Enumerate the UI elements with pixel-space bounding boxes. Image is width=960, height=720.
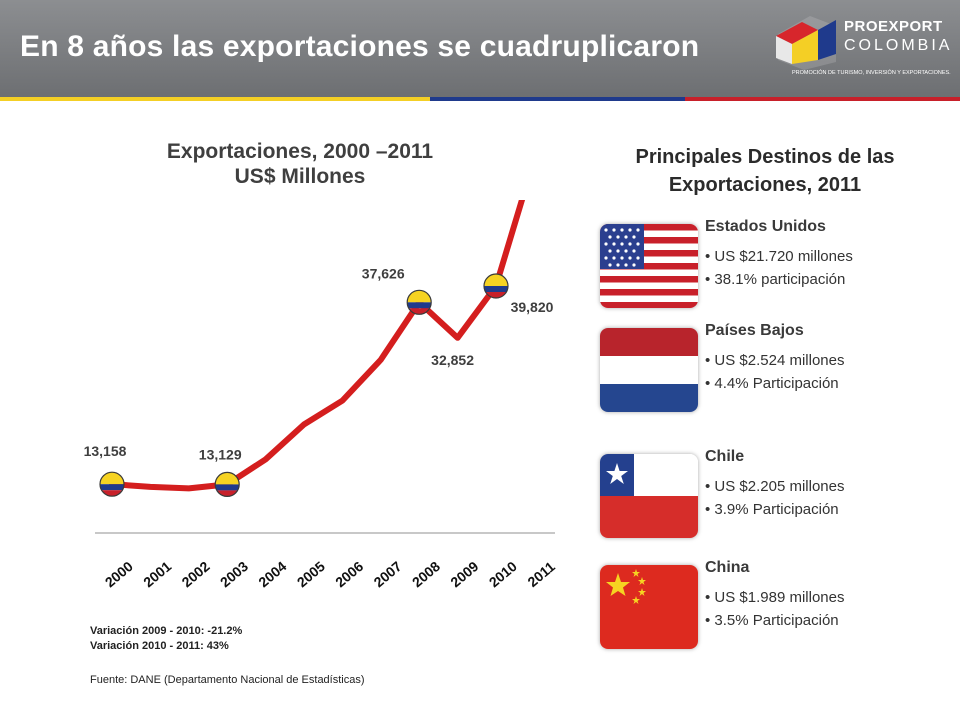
x-tick-label: 2009 — [447, 558, 481, 590]
x-tick-label: 2004 — [255, 558, 289, 590]
destination-item: Países Bajos • US $2.524 millones • 4.4%… — [598, 322, 938, 422]
series-line — [109, 200, 526, 492]
colombia-marker-icon — [99, 471, 125, 497]
destination-value: • US $1.989 millones — [705, 589, 845, 606]
x-tick-label: 2000 — [102, 558, 136, 590]
china-flag-icon — [600, 565, 698, 649]
proexport-logo: PROEXPORT COLOMBIA PROMOCIÓN DE TURISMO,… — [772, 12, 952, 84]
usa-flag-icon — [600, 224, 698, 308]
destination-name: Chile — [705, 448, 745, 465]
destination-share: • 4.4% Participación — [705, 375, 839, 392]
logo-text-proexport: PROEXPORT — [844, 18, 943, 35]
logo-tagline: PROMOCIÓN DE TURISMO, INVERSIÓN Y EXPORT… — [792, 70, 951, 76]
destination-value: • US $2.205 millones — [705, 478, 845, 495]
x-tick-label: 2011 — [524, 558, 558, 590]
x-tick-label: 2006 — [332, 558, 366, 590]
destinations-title: Principales Destinos de las Exportacione… — [590, 143, 940, 199]
destinations-title-line2: Exportaciones, 2011 — [668, 174, 862, 196]
destinations-title-line1: Principales Destinos de las — [635, 146, 895, 168]
chile-flag-icon — [600, 454, 698, 538]
x-tick-label: 2010 — [486, 558, 520, 590]
destination-value: • US $21.720 millones — [705, 248, 853, 265]
header-bar: En 8 años las exportaciones se cuadrupli… — [0, 0, 960, 97]
stripe-red — [685, 97, 960, 101]
destination-value: • US $2.524 millones — [705, 352, 845, 369]
destination-item: Chile • US $2.205 millones • 3.9% Partic… — [598, 448, 938, 548]
x-tick-label: 2005 — [294, 558, 328, 590]
logo-text-colombia: COLOMBIA — [844, 37, 953, 54]
x-tick-label: 2001 — [140, 558, 174, 590]
destination-name: China — [705, 559, 750, 576]
x-tick-label: 2007 — [371, 558, 405, 590]
chart-title: Exportaciones, 2000 –2011 — [166, 140, 434, 163]
destination-name: Países Bajos — [705, 322, 804, 339]
destination-share: • 3.9% Participación — [705, 501, 839, 518]
data-label: 39,820 — [511, 299, 554, 315]
chart-subtitle: US$ Millones — [234, 165, 366, 188]
x-tick-label: 2003 — [217, 558, 251, 590]
destination-share: • 38.1% participación — [705, 271, 846, 288]
chart-title-block: Exportaciones, 2000 –2011 US$ Millones — [120, 139, 480, 189]
proexport-logo-icon — [776, 16, 836, 70]
colombia-marker-icon — [214, 471, 240, 498]
stripe-blue — [430, 97, 685, 101]
colombia-marker-icon — [483, 273, 509, 299]
destination-share: • 3.5% Participación — [705, 612, 839, 629]
destination-item: Estados Unidos • US $21.720 millones • 3… — [598, 218, 938, 318]
data-label: 13,158 — [84, 443, 127, 459]
x-tick-label: 2002 — [179, 558, 213, 590]
destination-item: China • US $1.989 millones • 3.5% Partic… — [598, 559, 938, 659]
stripe-yellow — [0, 97, 430, 101]
data-label: 13,129 — [199, 446, 242, 462]
data-label: 37,626 — [362, 265, 405, 281]
source-note: Fuente: DANE (Departamento Nacional de E… — [90, 674, 365, 686]
x-tick-label: 2008 — [409, 558, 443, 590]
destination-name: Estados Unidos — [705, 218, 826, 235]
colombia-marker-icon — [406, 289, 432, 315]
variation-2010-2011: Variación 2010 - 2011: 43% — [90, 640, 229, 652]
exports-line-chart: 13,15813,12937,62632,85239,82056,9542000… — [84, 200, 558, 590]
netherlands-flag-icon — [600, 328, 698, 412]
data-label: 32,852 — [431, 352, 474, 368]
page-title: En 8 años las exportaciones se cuadrupli… — [20, 30, 700, 63]
variation-2009-2010: Variación 2009 - 2010: -21.2% — [90, 625, 243, 637]
